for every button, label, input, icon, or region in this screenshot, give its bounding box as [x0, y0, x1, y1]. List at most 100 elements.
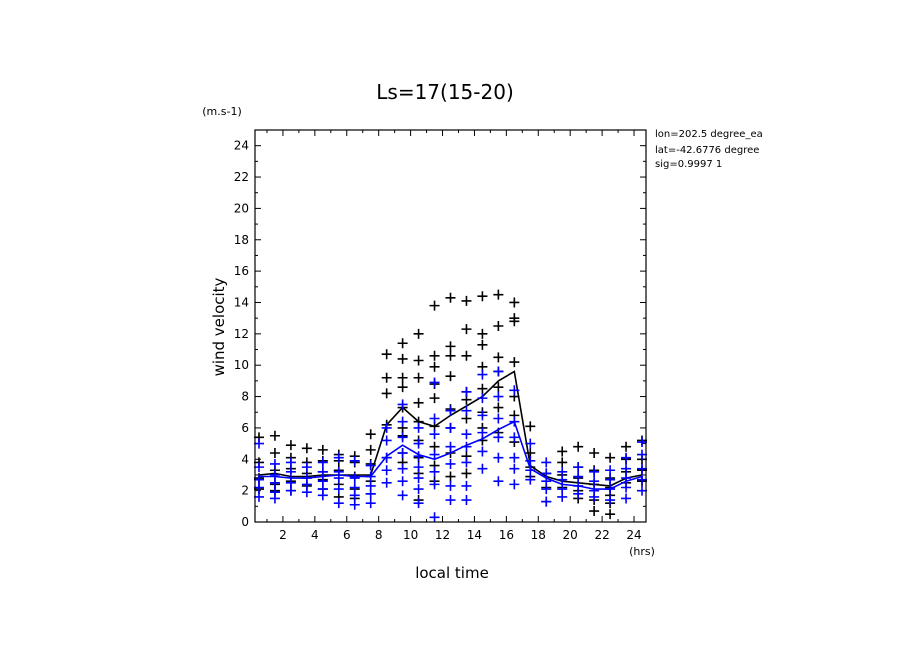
info-line-lon: lon=202.5 degree_ea	[655, 129, 763, 140]
data-point	[333, 484, 344, 495]
data-point	[509, 479, 520, 490]
data-point	[333, 498, 344, 509]
data-point	[317, 457, 328, 468]
data-point	[557, 446, 568, 457]
data-point	[445, 292, 456, 303]
data-point	[589, 506, 600, 517]
info-line-sig: sig=0.9997 1	[655, 159, 722, 170]
data-point	[445, 480, 456, 491]
y-tick-label: 12	[234, 327, 249, 341]
y-tick-label: 8	[241, 390, 249, 404]
y-axis-label: wind velocity	[210, 277, 228, 376]
data-point	[429, 350, 440, 361]
data-point	[429, 361, 440, 372]
data-point	[509, 357, 520, 368]
y-tick-label: 22	[234, 170, 249, 184]
data-point	[509, 452, 520, 463]
data-point	[413, 422, 424, 433]
data-point	[493, 352, 504, 363]
data-point	[365, 429, 376, 440]
data-point	[317, 490, 328, 501]
data-point	[541, 457, 552, 468]
x-tick-label: 10	[403, 528, 418, 542]
x-tick-label: 4	[311, 528, 319, 542]
data-point	[477, 369, 488, 380]
data-point	[477, 383, 488, 394]
data-point	[429, 377, 440, 388]
plot-frame	[254, 129, 647, 523]
data-point	[477, 393, 488, 404]
data-point	[413, 438, 424, 449]
data-point	[413, 372, 424, 383]
data-point	[381, 435, 392, 446]
x-tick-label: 24	[626, 528, 641, 542]
data-point	[445, 422, 456, 433]
data-point	[269, 448, 280, 459]
data-point	[461, 405, 472, 416]
data-point	[621, 493, 632, 504]
y-tick-label: 6	[241, 421, 249, 435]
data-point	[573, 441, 584, 452]
data-point	[397, 372, 408, 383]
data-point	[349, 490, 360, 501]
data-point	[557, 474, 568, 485]
data-point	[445, 458, 456, 469]
data-point	[397, 353, 408, 364]
data-point	[429, 479, 440, 490]
data-point	[397, 399, 408, 410]
data-point	[477, 446, 488, 457]
data-point	[253, 482, 264, 493]
y-tick-label: 24	[234, 139, 249, 153]
data-point	[429, 429, 440, 440]
data-point	[429, 466, 440, 477]
y-tick-label: 0	[241, 515, 249, 529]
data-point	[253, 491, 264, 502]
data-point	[413, 397, 424, 408]
data-point	[429, 393, 440, 404]
data-point	[557, 457, 568, 468]
data-point	[493, 476, 504, 487]
data-point	[429, 300, 440, 311]
data-point	[429, 449, 440, 460]
data-point	[477, 339, 488, 350]
data-point	[461, 350, 472, 361]
x-tick-label: 12	[435, 528, 450, 542]
y-tick-label: 10	[234, 358, 249, 372]
data-point	[413, 355, 424, 366]
y-tick-label: 18	[234, 233, 249, 247]
data-point	[461, 386, 472, 397]
x-axis-label: local time	[415, 564, 489, 582]
data-point	[461, 295, 472, 306]
data-point	[381, 349, 392, 360]
x-tick-label: 8	[375, 528, 383, 542]
data-point	[637, 449, 648, 460]
y-tick-label: 14	[234, 295, 249, 309]
data-point	[429, 413, 440, 424]
data-point	[605, 474, 616, 485]
data-point	[445, 350, 456, 361]
y-tick-label: 16	[234, 264, 249, 278]
data-point	[349, 473, 360, 484]
data-point	[253, 462, 264, 473]
data-point	[493, 382, 504, 393]
data-point	[477, 328, 488, 339]
data-point	[381, 372, 392, 383]
data-point	[445, 471, 456, 482]
data-point	[397, 432, 408, 443]
data-point	[397, 463, 408, 474]
data-point	[525, 438, 536, 449]
info-line-lat: lat=-42.6776 degree	[655, 145, 759, 156]
data-point	[381, 422, 392, 433]
data-point	[493, 452, 504, 463]
data-point	[589, 476, 600, 487]
data-point	[461, 480, 472, 491]
data-point	[381, 452, 392, 463]
data-point	[477, 427, 488, 438]
data-point	[573, 471, 584, 482]
data-point	[621, 441, 632, 452]
data-point	[461, 457, 472, 468]
data-point	[397, 476, 408, 487]
data-point	[493, 432, 504, 443]
data-point	[573, 462, 584, 473]
